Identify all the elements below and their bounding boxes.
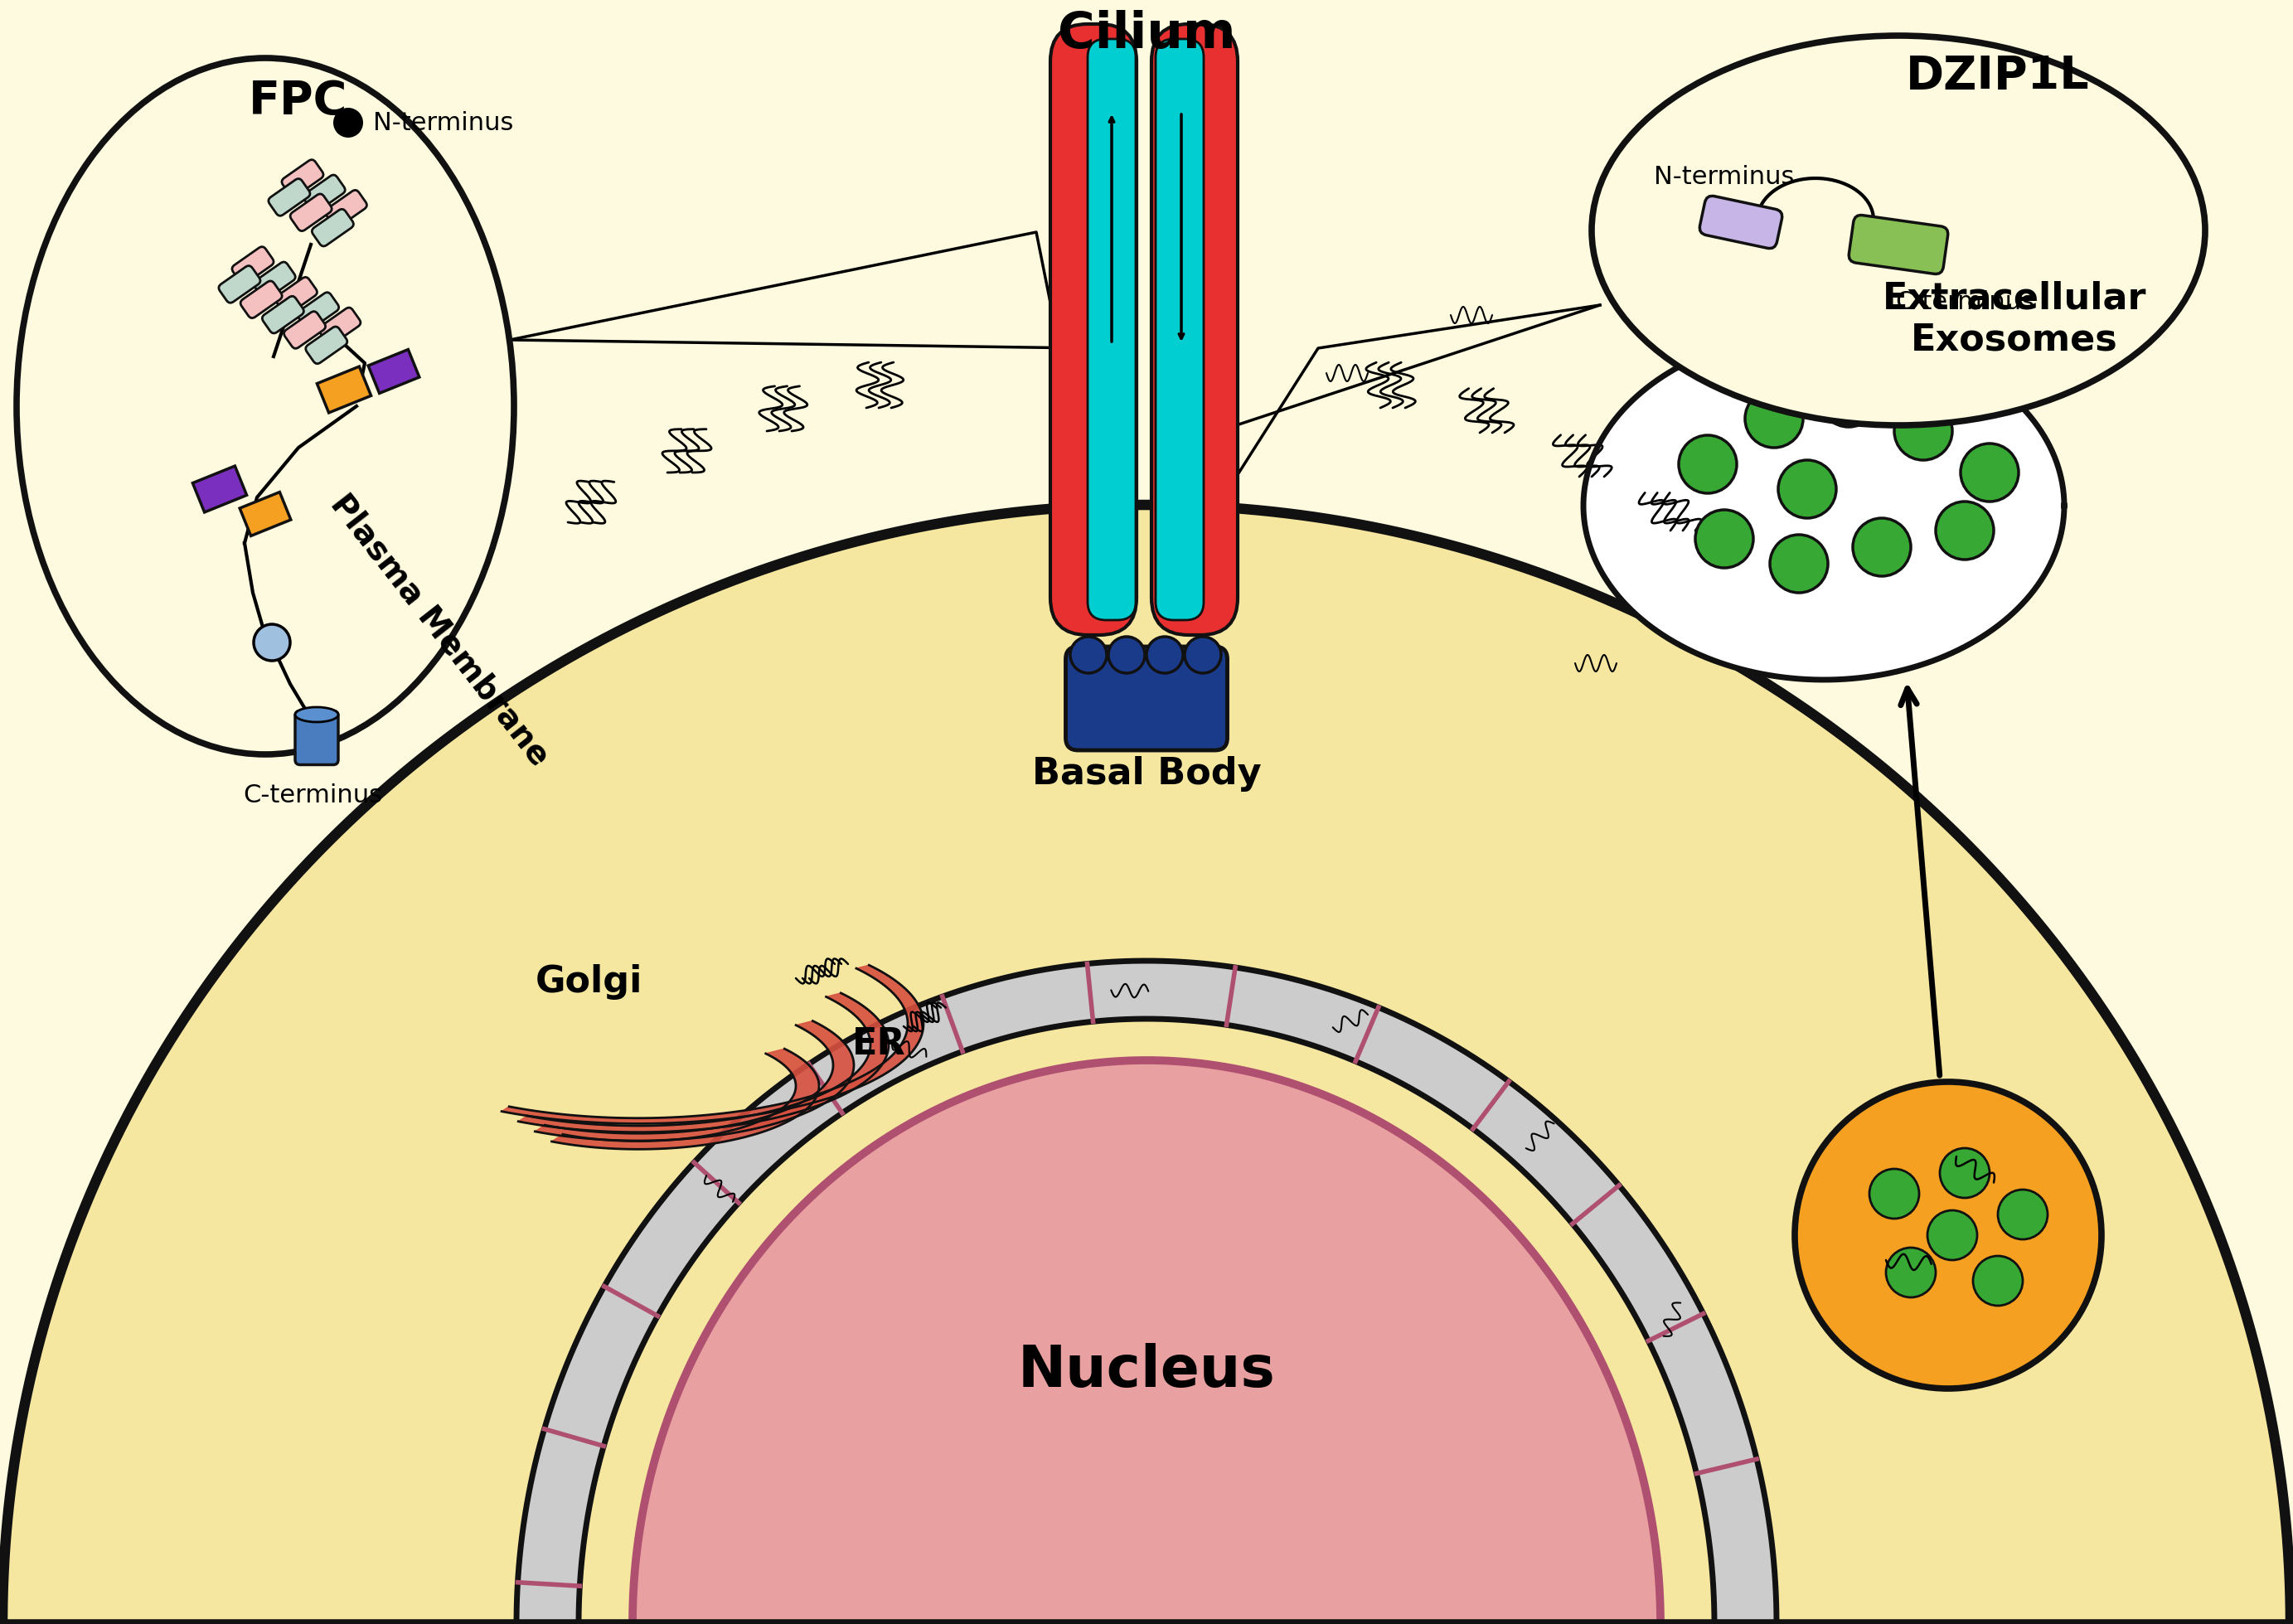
- FancyBboxPatch shape: [1087, 39, 1135, 620]
- Polygon shape: [633, 1060, 1660, 1624]
- Text: N-terminus: N-terminus: [1653, 166, 1795, 188]
- FancyBboxPatch shape: [275, 278, 316, 315]
- Text: C-terminus: C-terminus: [1894, 291, 2034, 313]
- Circle shape: [1108, 637, 1144, 672]
- FancyBboxPatch shape: [1848, 214, 1949, 274]
- Text: FPC: FPC: [250, 78, 349, 123]
- Circle shape: [1940, 1148, 1990, 1199]
- Ellipse shape: [16, 58, 514, 755]
- Circle shape: [1071, 637, 1108, 672]
- Polygon shape: [578, 1018, 1715, 1624]
- Text: Nucleus: Nucleus: [1018, 1343, 1275, 1398]
- Bar: [369, 349, 420, 393]
- Text: ER: ER: [853, 1026, 906, 1062]
- Bar: [316, 367, 371, 412]
- Circle shape: [1972, 1255, 2022, 1306]
- Polygon shape: [516, 961, 1777, 1624]
- FancyBboxPatch shape: [312, 209, 353, 247]
- Circle shape: [1894, 403, 1951, 460]
- FancyBboxPatch shape: [241, 281, 282, 318]
- FancyBboxPatch shape: [305, 326, 346, 364]
- Circle shape: [1777, 460, 1837, 518]
- Circle shape: [1885, 1247, 1935, 1298]
- Circle shape: [1869, 1169, 1919, 1218]
- Circle shape: [1795, 1082, 2100, 1389]
- FancyBboxPatch shape: [218, 266, 261, 302]
- Polygon shape: [553, 1049, 819, 1150]
- Bar: [193, 466, 248, 512]
- Ellipse shape: [1591, 36, 2206, 425]
- Circle shape: [1928, 1210, 1977, 1260]
- Text: Cilium: Cilium: [1057, 10, 1236, 58]
- FancyBboxPatch shape: [1699, 197, 1782, 248]
- Polygon shape: [502, 965, 924, 1124]
- Ellipse shape: [296, 706, 339, 723]
- FancyBboxPatch shape: [298, 292, 339, 330]
- Circle shape: [1821, 369, 1878, 427]
- Text: Basal Body: Basal Body: [1032, 757, 1261, 791]
- Bar: [241, 492, 291, 536]
- Text: C-terminus: C-terminus: [243, 783, 383, 807]
- Text: Plasma Membrane: Plasma Membrane: [323, 489, 555, 771]
- Circle shape: [1185, 637, 1222, 672]
- FancyBboxPatch shape: [296, 711, 339, 765]
- Circle shape: [1146, 637, 1183, 672]
- Circle shape: [1961, 443, 2018, 502]
- FancyBboxPatch shape: [1151, 24, 1238, 635]
- Polygon shape: [2, 505, 2291, 1624]
- FancyBboxPatch shape: [255, 261, 296, 299]
- FancyBboxPatch shape: [1066, 646, 1227, 750]
- Circle shape: [1678, 435, 1736, 494]
- FancyBboxPatch shape: [284, 312, 326, 349]
- Circle shape: [332, 107, 362, 138]
- Polygon shape: [534, 1021, 853, 1140]
- Polygon shape: [1584, 331, 2064, 680]
- Circle shape: [1997, 1190, 2048, 1239]
- Text: N-terminus: N-terminus: [374, 110, 514, 135]
- Circle shape: [255, 624, 291, 661]
- Polygon shape: [518, 992, 890, 1132]
- Circle shape: [1695, 510, 1754, 568]
- FancyBboxPatch shape: [1156, 39, 1204, 620]
- FancyBboxPatch shape: [232, 247, 273, 284]
- Text: DZIP1L: DZIP1L: [1905, 54, 2089, 99]
- FancyBboxPatch shape: [282, 159, 323, 197]
- Circle shape: [1745, 390, 1802, 448]
- FancyBboxPatch shape: [261, 296, 303, 333]
- FancyBboxPatch shape: [1050, 24, 1137, 635]
- FancyBboxPatch shape: [303, 175, 346, 213]
- Circle shape: [1770, 534, 1828, 593]
- Text: Extracellular
Exosomes: Extracellular Exosomes: [1883, 281, 2146, 357]
- FancyBboxPatch shape: [319, 307, 360, 344]
- FancyBboxPatch shape: [291, 193, 332, 231]
- Circle shape: [1853, 518, 1910, 577]
- Text: Golgi: Golgi: [534, 965, 642, 1000]
- Circle shape: [1935, 502, 1993, 560]
- FancyBboxPatch shape: [268, 179, 310, 216]
- FancyBboxPatch shape: [326, 190, 367, 227]
